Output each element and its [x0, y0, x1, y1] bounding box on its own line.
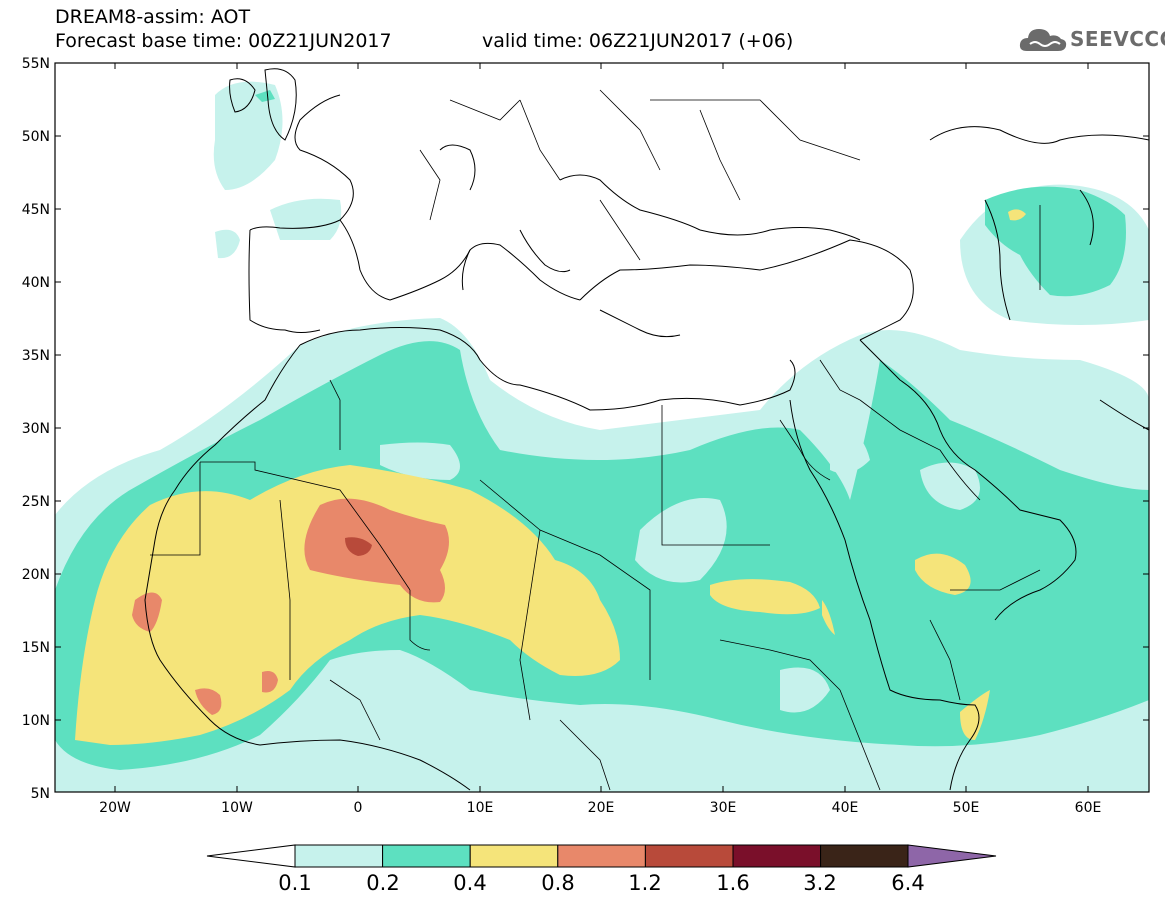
lon-label-20w: 20W — [99, 800, 131, 816]
seevccc-logo: SEEVCCC — [1017, 23, 1165, 57]
lon-label-20e: 20E — [588, 800, 615, 816]
lat-label-45n: 45N — [22, 202, 50, 218]
lon-label-10e: 10E — [467, 800, 494, 816]
colorbar-cell — [557, 844, 646, 868]
aot-band-1.2 — [345, 537, 372, 556]
colorbar-cell — [820, 844, 909, 868]
colorbar-cell — [469, 844, 559, 868]
cloud-icon — [1019, 29, 1067, 51]
lat-axis: 55N 50N 45N 40N 35N 30N 25N 20N 15N 10N … — [22, 56, 1149, 802]
coastlines — [144, 68, 1149, 791]
lon-label-0: 0 — [354, 800, 363, 816]
lon-axis: 20W 10W 0 10E 20E 30E 40E 50E 60E — [99, 63, 1101, 816]
lat-label-50n: 50N — [22, 129, 50, 145]
logo-text: SEEVCCC — [1070, 27, 1165, 51]
colorbar-cell — [294, 844, 384, 868]
colorbar-under-arrow — [206, 844, 296, 868]
colorbar-cell — [732, 844, 822, 868]
colorbar-label: 0.4 — [453, 871, 486, 895]
aot-field — [55, 63, 1149, 792]
lon-label-30e: 30E — [710, 800, 737, 816]
lat-label-35n: 35N — [22, 348, 50, 364]
lat-label-10n: 10N — [22, 713, 50, 729]
aot-band-0.1-inner — [380, 433, 980, 713]
colorbar-label: 1.2 — [628, 871, 661, 895]
lat-label-30n: 30N — [22, 421, 50, 437]
lat-label-25n: 25N — [22, 494, 50, 510]
lat-label-15n: 15N — [22, 640, 50, 656]
colorbar-label: 1.6 — [716, 871, 749, 895]
valid-time: valid time: 06Z21JUN2017 (+06) — [482, 30, 794, 52]
colorbar-label: 6.4 — [891, 871, 924, 895]
colorbar-label: 0.2 — [366, 871, 399, 895]
lon-label-50e: 50E — [953, 800, 980, 816]
colorbar-cell — [644, 844, 734, 868]
forecast-base-time: Forecast base time: 00Z21JUN2017 — [55, 30, 392, 52]
borders — [150, 89, 1041, 791]
colorbar-label: 0.1 — [278, 871, 311, 895]
aot-band-0.4 — [75, 209, 1026, 745]
colorbar-label: 0.8 — [541, 871, 574, 895]
aot-band-0.8 — [132, 498, 449, 715]
lon-label-40e: 40E — [832, 800, 859, 816]
colorbar: 0.1 0.2 0.4 0.8 1.2 1.6 3.2 6.4 — [206, 844, 997, 895]
lat-label-40n: 40N — [22, 275, 50, 291]
map-title: DREAM8-assim: AOT — [55, 6, 251, 28]
lon-label-10w: 10W — [221, 800, 253, 816]
colorbar-over-arrow — [907, 844, 997, 868]
lat-label-20n: 20N — [22, 567, 50, 583]
lon-label-60e: 60E — [1075, 800, 1102, 816]
colorbar-cell — [382, 844, 471, 868]
colorbar-label: 3.2 — [803, 871, 836, 895]
lat-label-55n: 55N — [22, 56, 50, 72]
lat-label-5n: 5N — [31, 786, 50, 802]
